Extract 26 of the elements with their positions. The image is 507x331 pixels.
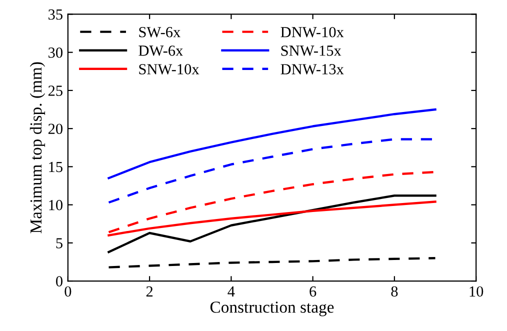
legend-label: DNW-10x xyxy=(280,26,344,38)
line-series xyxy=(108,108,436,180)
x-axis-title: Construction stage xyxy=(210,302,334,316)
legend-label: DNW-13x xyxy=(280,64,344,74)
x-tick-label: 10 xyxy=(470,286,484,297)
line-series xyxy=(108,257,436,268)
y-tick-label: 25 xyxy=(48,86,62,96)
x-tick-label: 4 xyxy=(228,286,235,296)
line-series xyxy=(108,194,436,254)
line-series xyxy=(108,170,436,234)
y-tick-label: 15 xyxy=(49,162,62,172)
legend-label: SNW-10x xyxy=(139,64,200,74)
x-tick-label: 6 xyxy=(310,286,316,297)
x-tick-label: 0 xyxy=(64,286,72,297)
legend-label: SNW-15x xyxy=(281,46,342,56)
legend-label: SW-6x xyxy=(139,27,180,38)
y-axis-title: Maximum top disp. (mm) xyxy=(30,62,46,234)
x-tick-label: 8 xyxy=(391,286,398,297)
y-tick-label: 0 xyxy=(56,276,62,286)
y-tick-label: 10 xyxy=(49,200,62,210)
y-tick-label: 30 xyxy=(48,47,62,58)
x-tick-label: 2 xyxy=(146,286,153,296)
y-tick-label: 35 xyxy=(48,9,62,20)
y-tick-label: 5 xyxy=(56,238,62,248)
y-tick-label: 20 xyxy=(48,124,62,134)
legend-label: DW-6x xyxy=(138,46,184,56)
